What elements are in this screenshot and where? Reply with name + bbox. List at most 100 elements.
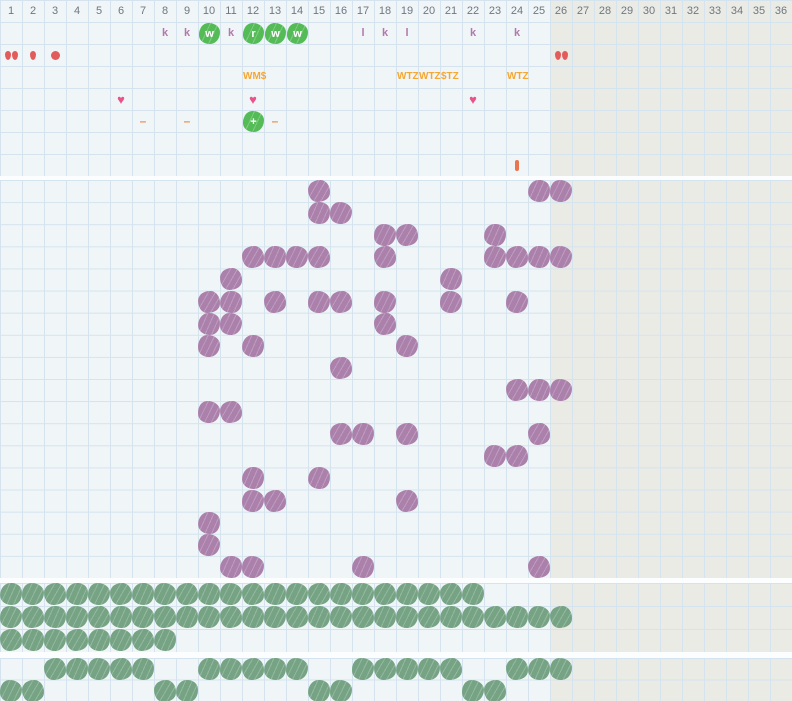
green-scribble-mark[interactable] <box>483 679 507 701</box>
dot-icon[interactable] <box>44 44 66 66</box>
summary-grid-section-1[interactable] <box>0 583 792 652</box>
green-letter-badge[interactable]: w <box>265 23 286 44</box>
green-scribble-mark[interactable] <box>175 583 199 606</box>
purple-scribble-mark[interactable] <box>329 422 353 446</box>
green-scribble-mark[interactable] <box>505 605 529 629</box>
summary-grid-section-2[interactable] <box>0 658 792 701</box>
purple-scribble-mark[interactable] <box>505 444 529 468</box>
green-scribble-mark[interactable] <box>483 605 507 629</box>
green-scribble-mark[interactable] <box>461 679 485 701</box>
purple-scribble-mark[interactable] <box>439 267 463 292</box>
purple-scribble-mark[interactable] <box>505 245 529 269</box>
green-scribble-mark[interactable] <box>351 583 375 606</box>
dash-icon[interactable]: – <box>132 110 154 132</box>
purple-scribble-mark[interactable] <box>395 334 419 358</box>
green-scribble-mark[interactable] <box>0 583 23 606</box>
purple-scribble-mark[interactable] <box>373 223 397 247</box>
green-scribble-mark[interactable] <box>131 583 155 606</box>
main-grid-section[interactable] <box>0 180 792 578</box>
purple-scribble-mark[interactable] <box>373 290 397 313</box>
green-scribble-mark[interactable] <box>21 583 45 606</box>
purple-scribble-mark[interactable] <box>263 290 287 313</box>
green-scribble-mark[interactable] <box>131 658 155 681</box>
green-scribble-mark[interactable] <box>329 583 353 606</box>
droplet-pair-icon[interactable] <box>0 44 22 66</box>
green-scribble-mark[interactable] <box>21 605 45 629</box>
tick-bar-icon[interactable] <box>506 154 528 176</box>
green-scribble-mark[interactable] <box>153 605 177 629</box>
purple-scribble-mark[interactable] <box>219 268 243 291</box>
green-scribble-mark[interactable] <box>131 628 155 652</box>
green-scribble-mark[interactable] <box>439 605 463 629</box>
green-scribble-mark[interactable] <box>285 605 309 629</box>
green-scribble-mark[interactable] <box>153 583 177 606</box>
green-scribble-mark[interactable] <box>109 583 133 606</box>
purple-scribble-mark[interactable] <box>395 223 419 247</box>
purple-scribble-mark[interactable] <box>483 245 507 269</box>
calendar-header-section[interactable]: 1 2 3 4 5 6 7 8 9 10 11 12 13 14 15 16 17 18 19 20 21 22 23 24 2… <box>0 0 792 176</box>
green-scribble-mark[interactable] <box>87 628 111 652</box>
green-scribble-mark[interactable] <box>241 583 265 606</box>
plus-badge[interactable]: + <box>243 111 264 132</box>
green-scribble-mark[interactable] <box>43 605 67 629</box>
green-scribble-mark[interactable] <box>197 658 221 681</box>
purple-scribble-mark[interactable] <box>241 489 265 512</box>
green-scribble-mark[interactable] <box>219 583 243 606</box>
green-scribble-mark[interactable] <box>549 605 573 629</box>
purple-scribble-mark[interactable] <box>197 290 221 313</box>
purple-scribble-mark[interactable] <box>197 334 221 358</box>
purple-scribble-mark[interactable] <box>307 290 331 313</box>
green-scribble-mark[interactable] <box>285 583 309 606</box>
purple-scribble-mark[interactable] <box>307 180 331 203</box>
purple-scribble-mark[interactable] <box>285 245 309 269</box>
heart-icon[interactable]: ♥ <box>242 88 264 110</box>
green-scribble-mark[interactable] <box>373 605 397 629</box>
green-scribble-mark[interactable] <box>351 605 375 629</box>
green-scribble-mark[interactable] <box>87 605 111 629</box>
green-scribble-mark[interactable] <box>21 628 45 652</box>
heart-icon[interactable]: ♥ <box>462 88 484 110</box>
purple-scribble-mark[interactable] <box>439 290 463 313</box>
purple-scribble-mark[interactable] <box>527 422 551 446</box>
purple-scribble-mark[interactable] <box>263 245 287 270</box>
green-scribble-mark[interactable] <box>87 583 111 606</box>
purple-scribble-mark[interactable] <box>395 489 419 512</box>
green-scribble-mark[interactable] <box>65 605 89 629</box>
green-scribble-mark[interactable] <box>505 658 529 681</box>
purple-scribble-mark[interactable] <box>329 201 353 225</box>
purple-scribble-mark[interactable] <box>197 533 221 557</box>
purple-scribble-mark[interactable] <box>241 555 265 578</box>
purple-scribble-mark[interactable] <box>505 290 529 313</box>
purple-scribble-mark[interactable] <box>263 489 287 512</box>
purple-scribble-mark[interactable] <box>219 555 243 578</box>
green-scribble-mark[interactable] <box>43 658 67 681</box>
green-scribble-mark[interactable] <box>417 583 441 606</box>
green-scribble-mark[interactable] <box>65 658 89 681</box>
green-scribble-mark[interactable] <box>417 658 441 681</box>
purple-scribble-mark[interactable] <box>373 245 397 269</box>
green-scribble-mark[interactable] <box>527 658 551 681</box>
green-scribble-mark[interactable] <box>263 583 287 606</box>
green-scribble-mark[interactable] <box>439 658 463 681</box>
dash-icon[interactable]: – <box>264 110 286 132</box>
purple-scribble-mark[interactable] <box>307 466 331 491</box>
green-scribble-mark[interactable] <box>219 658 243 681</box>
droplet-icon[interactable] <box>22 44 44 66</box>
green-scribble-mark[interactable] <box>307 605 331 629</box>
purple-scribble-mark[interactable] <box>197 400 221 424</box>
green-scribble-mark[interactable] <box>131 605 155 629</box>
purple-scribble-mark[interactable] <box>483 223 507 247</box>
purple-scribble-mark[interactable] <box>395 422 419 446</box>
purple-scribble-mark[interactable] <box>527 555 551 578</box>
green-scribble-mark[interactable] <box>175 678 199 701</box>
purple-scribble-mark[interactable] <box>373 312 397 336</box>
green-scribble-mark[interactable] <box>0 679 23 701</box>
purple-scribble-mark[interactable] <box>527 245 551 270</box>
green-scribble-mark[interactable] <box>351 658 375 681</box>
green-scribble-mark[interactable] <box>109 628 133 652</box>
purple-scribble-mark[interactable] <box>351 555 375 578</box>
green-scribble-mark[interactable] <box>43 583 67 606</box>
heart-icon[interactable]: ♥ <box>110 88 132 110</box>
purple-scribble-mark[interactable] <box>219 312 243 336</box>
green-scribble-mark[interactable] <box>153 679 177 701</box>
